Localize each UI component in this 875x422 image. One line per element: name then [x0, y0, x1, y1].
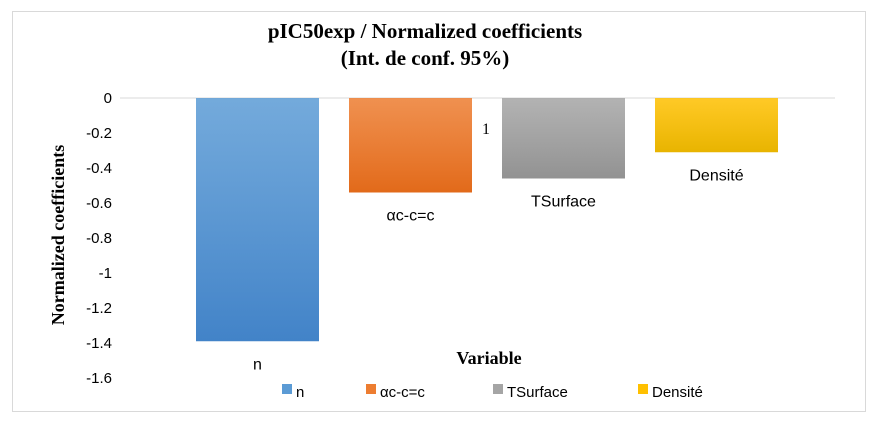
category-label: n	[253, 356, 262, 373]
y-tick-label: -0.6	[86, 195, 112, 212]
category-label: TSurface	[531, 194, 596, 211]
y-tick-label: -1.6	[86, 370, 112, 387]
chart-subtitle: (Int. de conf. 95%)	[341, 46, 510, 70]
legend-swatch-0	[282, 384, 292, 394]
legend-label: TSurface	[507, 384, 568, 401]
category-label: αc-c=c	[387, 208, 435, 225]
bar-2	[502, 98, 625, 179]
legend-label: αc-c=c	[380, 384, 425, 401]
legend-swatch-1	[366, 384, 376, 394]
legend-swatch-3	[638, 384, 648, 394]
y-tick-label: -1.4	[86, 335, 112, 352]
data-annotation: 1	[482, 121, 490, 138]
category-label: Densité	[689, 167, 743, 184]
y-axis-label: Normalized coefficients	[48, 145, 68, 325]
y-tick-label: 0	[104, 90, 112, 107]
y-tick-label: -1	[99, 265, 112, 282]
chart-title: pIC50exp / Normalized coefficients	[268, 19, 582, 43]
chart-area	[12, 11, 866, 412]
x-axis-label: Variable	[456, 348, 521, 368]
y-tick-label: -0.4	[86, 160, 112, 177]
y-tick-label: -0.2	[86, 125, 112, 142]
legend-swatch-2	[493, 384, 503, 394]
legend-label: n	[296, 384, 304, 401]
bar-1	[349, 98, 472, 193]
bar-3	[655, 98, 778, 153]
y-tick-label: -0.8	[86, 230, 112, 247]
legend-label: Densité	[652, 384, 703, 401]
y-tick-label: -1.2	[86, 300, 112, 317]
bar-0	[196, 98, 319, 342]
